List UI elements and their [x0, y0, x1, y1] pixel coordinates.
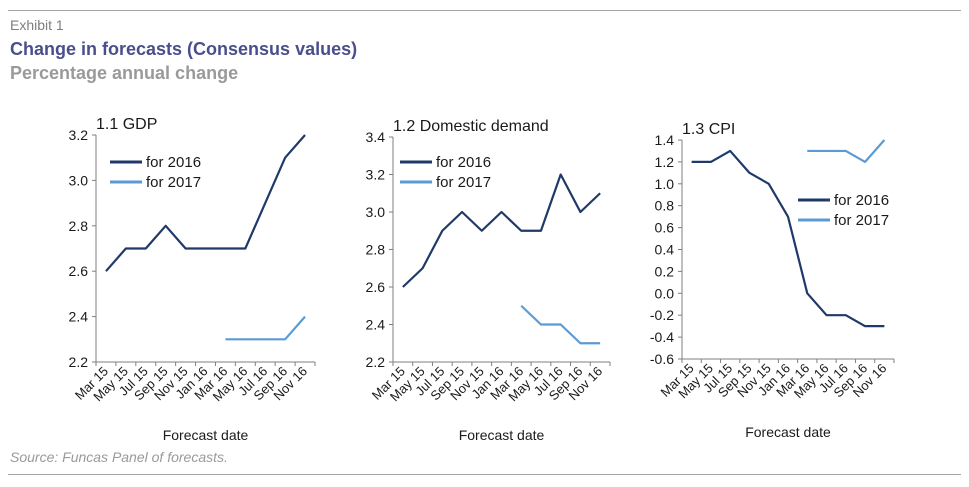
series-line-for-2016: [402, 173, 601, 288]
top-divider: [8, 10, 961, 11]
y-tick-label: 2.8: [69, 218, 89, 234]
chart-title: 1.2 Domestic demand: [393, 118, 549, 135]
y-tick-label: 3.2: [366, 167, 386, 183]
chart-cpi: 1.3 CPI 1.4 1.2 1.0 0.8 0.6 0.4 0.2 0.0 -0.2 -0.4 -…: [632, 100, 969, 445]
series-line-for-2017: [807, 139, 886, 164]
y-tick-label: -0.6: [650, 351, 674, 367]
x-axis-title: Forecast date: [745, 424, 831, 440]
y-tick-label: 2.8: [366, 242, 386, 258]
legend-label-for-2016: for 2016: [834, 192, 889, 209]
series-line-for-2016: [105, 134, 306, 272]
figure-title: Change in forecasts (Consensus values): [10, 39, 358, 59]
y-tick-label: 2.6: [366, 279, 386, 295]
y-tick-label: 0.6: [655, 220, 675, 236]
legend-label-for-2016: for 2016: [146, 154, 201, 171]
y-tick-label: 1.2: [655, 154, 675, 170]
x-axis-title: Forecast date: [163, 427, 249, 443]
legend-label-for-2017: for 2017: [436, 174, 491, 191]
y-tick-label: 2.2: [69, 354, 89, 370]
y-tick-label: 3.4: [366, 129, 386, 145]
y-tick-label: 0.8: [655, 198, 675, 214]
chart-svg: 1.3 CPI 1.4 1.2 1.0 0.8 0.6 0.4 0.2 0.0 -0.2 -0.4 -…: [650, 121, 895, 440]
chart-domestic-demand: 1.2 Domestic demand 3.4 3.2 3.0 2.8 2.6 2.4 2.2…: [322, 100, 632, 445]
y-tick-label: 3.0: [69, 172, 89, 188]
x-axis-title: Forecast date: [459, 427, 545, 443]
legend-label-for-2017: for 2017: [146, 174, 201, 191]
y-tick-label: -0.4: [650, 329, 674, 345]
series-line-for-2017: [520, 304, 601, 345]
y-tick-label: -0.2: [650, 307, 674, 323]
chart-svg: 1.2 Domestic demand 3.4 3.2 3.0 2.8 2.6 2.4 2.2…: [366, 118, 611, 443]
series-line-for-2017: [225, 315, 306, 341]
y-tick-label: 0.2: [655, 263, 675, 279]
legend-label-for-2016: for 2016: [436, 154, 491, 171]
y-tick-label: 0.0: [655, 285, 675, 301]
y-tick-label: 1.0: [655, 176, 675, 192]
y-tick-label: 2.4: [69, 309, 89, 325]
y-tick-label: 2.6: [69, 263, 89, 279]
y-tick-label: 0.4: [655, 242, 675, 258]
y-tick-label: 3.2: [69, 127, 89, 143]
legend-label-for-2017: for 2017: [834, 212, 889, 229]
series-line-for-2016: [691, 149, 885, 328]
source-note: Source: Funcas Panel of forecasts.: [10, 449, 228, 465]
chart-gdp: 1.1 GDP 3.2 3.0 2.8 2.6 2.4 2.2 Mar 15 May 15 Jul…: [0, 100, 322, 445]
figure-subtitle: Percentage annual change: [10, 63, 239, 83]
y-tick-label: 1.4: [655, 132, 675, 148]
bottom-divider: [8, 474, 961, 475]
chart-title: 1.3 CPI: [682, 121, 735, 138]
y-tick-label: 2.4: [366, 317, 386, 333]
y-tick-label: 2.2: [366, 354, 386, 370]
chart-title: 1.1 GDP: [96, 116, 157, 133]
y-tick-label: 3.0: [366, 204, 386, 220]
exhibit-label: Exhibit 1: [10, 17, 64, 33]
